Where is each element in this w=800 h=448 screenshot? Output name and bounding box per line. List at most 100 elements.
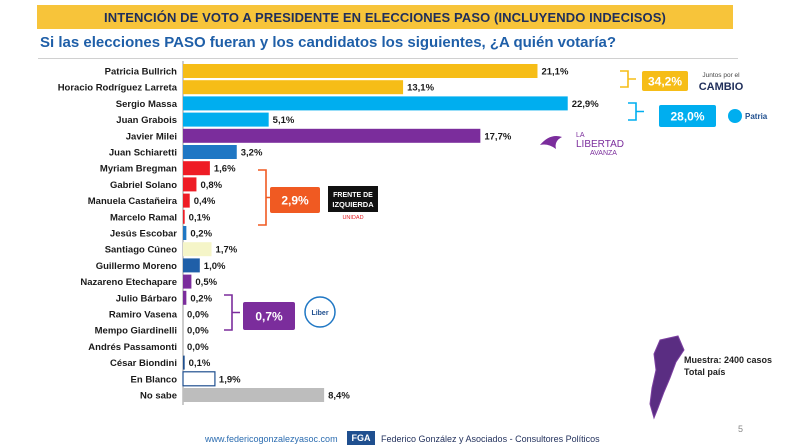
footer: www.federicogonzalezyasoc.com FGA Federi… — [0, 430, 800, 448]
bar — [183, 388, 325, 402]
chart-subtitle: Si las elecciones PASO fueran y los cand… — [40, 34, 616, 51]
value-label: 1,9% — [219, 374, 241, 385]
sample-scope: Total país — [684, 367, 726, 377]
bar — [183, 112, 269, 127]
value-label: 17,7% — [484, 131, 511, 142]
lla-logo-line3: AVANZA — [590, 150, 617, 157]
value-label: 0,5% — [195, 277, 217, 288]
lla-logo-line1: LA — [576, 132, 585, 139]
group-total-label: 2,9% — [281, 194, 309, 208]
value-label: 0,2% — [190, 229, 212, 240]
category-label: Myriam Bregman — [100, 164, 177, 175]
category-label: Ramiro Vasena — [109, 310, 178, 321]
group-total-box — [270, 187, 320, 213]
bar — [183, 355, 185, 370]
group-bracket — [620, 70, 636, 88]
jxc-logo — [692, 68, 750, 94]
bar — [183, 96, 568, 111]
footer-website-link[interactable]: www.federicogonzalezyasoc.com — [205, 434, 338, 444]
value-label: 0,1% — [189, 212, 211, 223]
page-number: 5 — [738, 424, 744, 434]
value-label: 0,2% — [190, 293, 212, 304]
value-label: 21,1% — [541, 67, 568, 78]
category-label: Sergio Massa — [116, 99, 178, 110]
value-label: 0,0% — [187, 326, 209, 337]
category-label: Jesús Escobar — [110, 229, 177, 240]
category-label: Santiago Cúneo — [105, 245, 178, 256]
category-label: Gabriel Solano — [110, 180, 177, 191]
bar — [183, 274, 192, 289]
bar — [183, 145, 237, 159]
bar — [183, 226, 187, 240]
bar — [183, 290, 187, 305]
footer-firm-name: Federico González y Asociados - Consulto… — [381, 434, 600, 444]
value-label: 0,1% — [189, 358, 211, 369]
lla-logo-line2: LIBERTAD — [576, 139, 624, 150]
bar — [183, 193, 190, 208]
fga-logo: FGA — [347, 431, 375, 445]
bar — [183, 177, 197, 192]
fit-logo — [328, 186, 378, 212]
value-label: 0,8% — [200, 180, 222, 191]
liber-logo-text: Liber — [311, 310, 328, 317]
group-total-label: 0,7% — [255, 310, 283, 324]
value-label: 1,0% — [204, 261, 226, 272]
value-label: 0,4% — [194, 196, 216, 207]
bar-chart: Patricia Bullrich 21,1% Horacio Rodríguez … — [58, 61, 768, 420]
argentina-map-icon — [649, 335, 685, 420]
separator-line — [38, 58, 738, 59]
lion-icon — [540, 136, 562, 149]
fit-logo-sub: UNIDAD — [342, 215, 363, 221]
category-label: Guillermo Moreno — [96, 261, 177, 272]
liber-logo — [304, 296, 336, 328]
value-label: 8,4% — [328, 391, 350, 402]
bar — [183, 209, 185, 224]
jxc-logo-top: Juntos por el — [702, 72, 740, 79]
group-total-label: 34,2% — [648, 75, 682, 89]
value-label: 1,6% — [214, 164, 236, 175]
value-label: 22,9% — [572, 99, 599, 110]
bar — [183, 80, 404, 95]
bar — [183, 128, 481, 143]
category-label: Andrés Passamonti — [88, 342, 177, 353]
category-label: Juan Schiaretti — [109, 148, 177, 159]
value-label: 0,0% — [187, 310, 209, 321]
category-label: César Biondini — [110, 358, 177, 369]
group-bracket — [628, 102, 644, 121]
sun-icon — [728, 109, 742, 123]
category-label: Patricia Bullrich — [105, 67, 178, 78]
category-label: Julio Bárbaro — [116, 293, 177, 304]
fit-logo-line1: FRENTE DE — [333, 192, 373, 199]
group-total-box — [659, 105, 716, 127]
category-label: Mempo Giardinelli — [95, 326, 177, 337]
value-label: 3,2% — [241, 148, 263, 159]
value-label: 13,1% — [407, 83, 434, 94]
group-total-box — [243, 302, 295, 330]
category-label: En Blanco — [131, 374, 178, 385]
value-label: 1,7% — [216, 245, 238, 256]
title-bar: INTENCIÓN DE VOTO A PRESIDENTE EN ELECCI… — [37, 5, 733, 29]
group-total-box — [642, 71, 688, 91]
value-label: 0,0% — [187, 342, 209, 353]
sample-size: Muestra: 2400 casos — [684, 355, 773, 365]
jxc-logo-bottom: CAMBIO — [699, 81, 744, 93]
category-label: Manuela Castañeira — [88, 196, 178, 207]
bar — [183, 258, 200, 273]
bar — [183, 242, 212, 257]
category-label: No sabe — [140, 391, 177, 402]
category-label: Juan Grabois — [116, 115, 177, 126]
category-label: Nazareno Etechapare — [80, 277, 177, 288]
sample-note: Muestra: 2400 casos Total país — [684, 354, 772, 378]
chart-title: INTENCIÓN DE VOTO A PRESIDENTE EN ELECCI… — [104, 9, 666, 25]
group-bracket — [224, 294, 240, 331]
category-label: Javier Milei — [126, 131, 177, 142]
bar — [183, 161, 210, 176]
bar — [183, 64, 538, 78]
category-label: Horacio Rodríguez Larreta — [58, 83, 178, 94]
group-total-label: 28,0% — [670, 110, 704, 124]
bar — [182, 371, 216, 387]
value-label: 5,1% — [273, 115, 295, 126]
category-label: Marcelo Ramal — [110, 212, 177, 223]
fit-logo-line2: IZQUIERDA — [332, 200, 374, 209]
patria-logo-text: Patria — [745, 112, 768, 121]
